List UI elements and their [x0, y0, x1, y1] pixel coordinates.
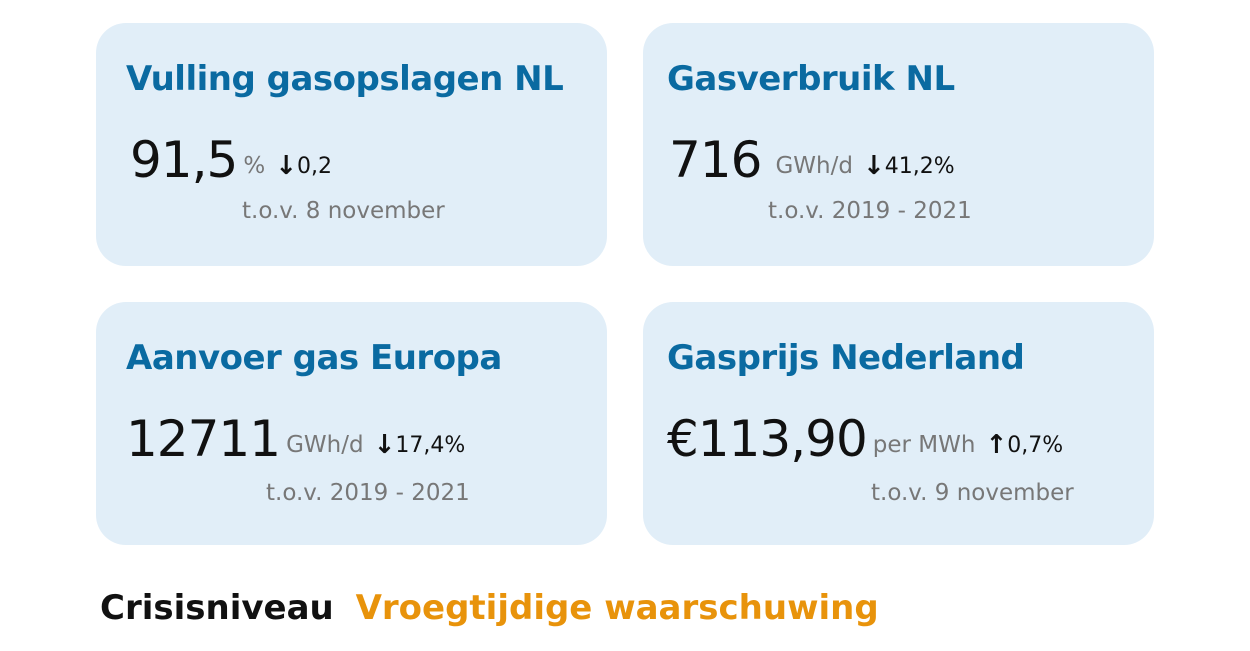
arrow-down-icon: ↓	[862, 151, 885, 181]
crisis-level-value: Vroegtijdige waarschuwing	[355, 588, 879, 628]
card-change: 0,2	[296, 154, 332, 179]
card-change: 17,4%	[395, 433, 466, 458]
card-value: 716	[669, 131, 762, 189]
card-reference: t.o.v. 9 november	[871, 480, 1074, 506]
crisis-level: Crisisniveau Vroegtijdige waarschuwing	[100, 588, 879, 628]
arrow-down-icon: ↓	[275, 151, 297, 181]
crisis-label: Crisisniveau	[100, 588, 334, 628]
card-gas-supply-europe: Aanvoer gas Europa 12711 GWh/d ↓ 17,4% t…	[96, 302, 607, 545]
card-value: 91,5	[130, 131, 238, 189]
card-title: Aanvoer gas Europa	[126, 338, 502, 378]
arrow-down-icon: ↓	[373, 430, 396, 460]
card-gas-consumption: Gasverbruik NL 716 GWh/d ↓ 41,2% t.o.v. …	[643, 23, 1154, 266]
card-value: 12711	[126, 410, 281, 468]
card-reference: t.o.v. 8 november	[242, 198, 445, 224]
card-gas-storage: Vulling gasopslagen NL 91,5 % ↓ 0,2 t.o.…	[96, 23, 607, 266]
card-unit: %	[243, 153, 266, 179]
card-unit: per MWh	[872, 432, 976, 458]
card-reference: t.o.v. 2019 - 2021	[768, 198, 972, 224]
card-change: 41,2%	[884, 154, 955, 179]
card-value: €113,90	[667, 410, 868, 468]
card-unit: GWh/d	[775, 153, 853, 179]
arrow-up-icon: ↑	[985, 430, 1008, 460]
card-gas-price: Gasprijs Nederland €113,90 per MWh ↑ 0,7…	[643, 302, 1154, 545]
card-reference: t.o.v. 2019 - 2021	[266, 480, 470, 506]
card-unit: GWh/d	[286, 432, 364, 458]
card-title: Gasverbruik NL	[667, 59, 955, 99]
card-title: Vulling gasopslagen NL	[126, 59, 564, 99]
card-title: Gasprijs Nederland	[667, 338, 1025, 378]
card-change: 0,7%	[1007, 433, 1064, 458]
